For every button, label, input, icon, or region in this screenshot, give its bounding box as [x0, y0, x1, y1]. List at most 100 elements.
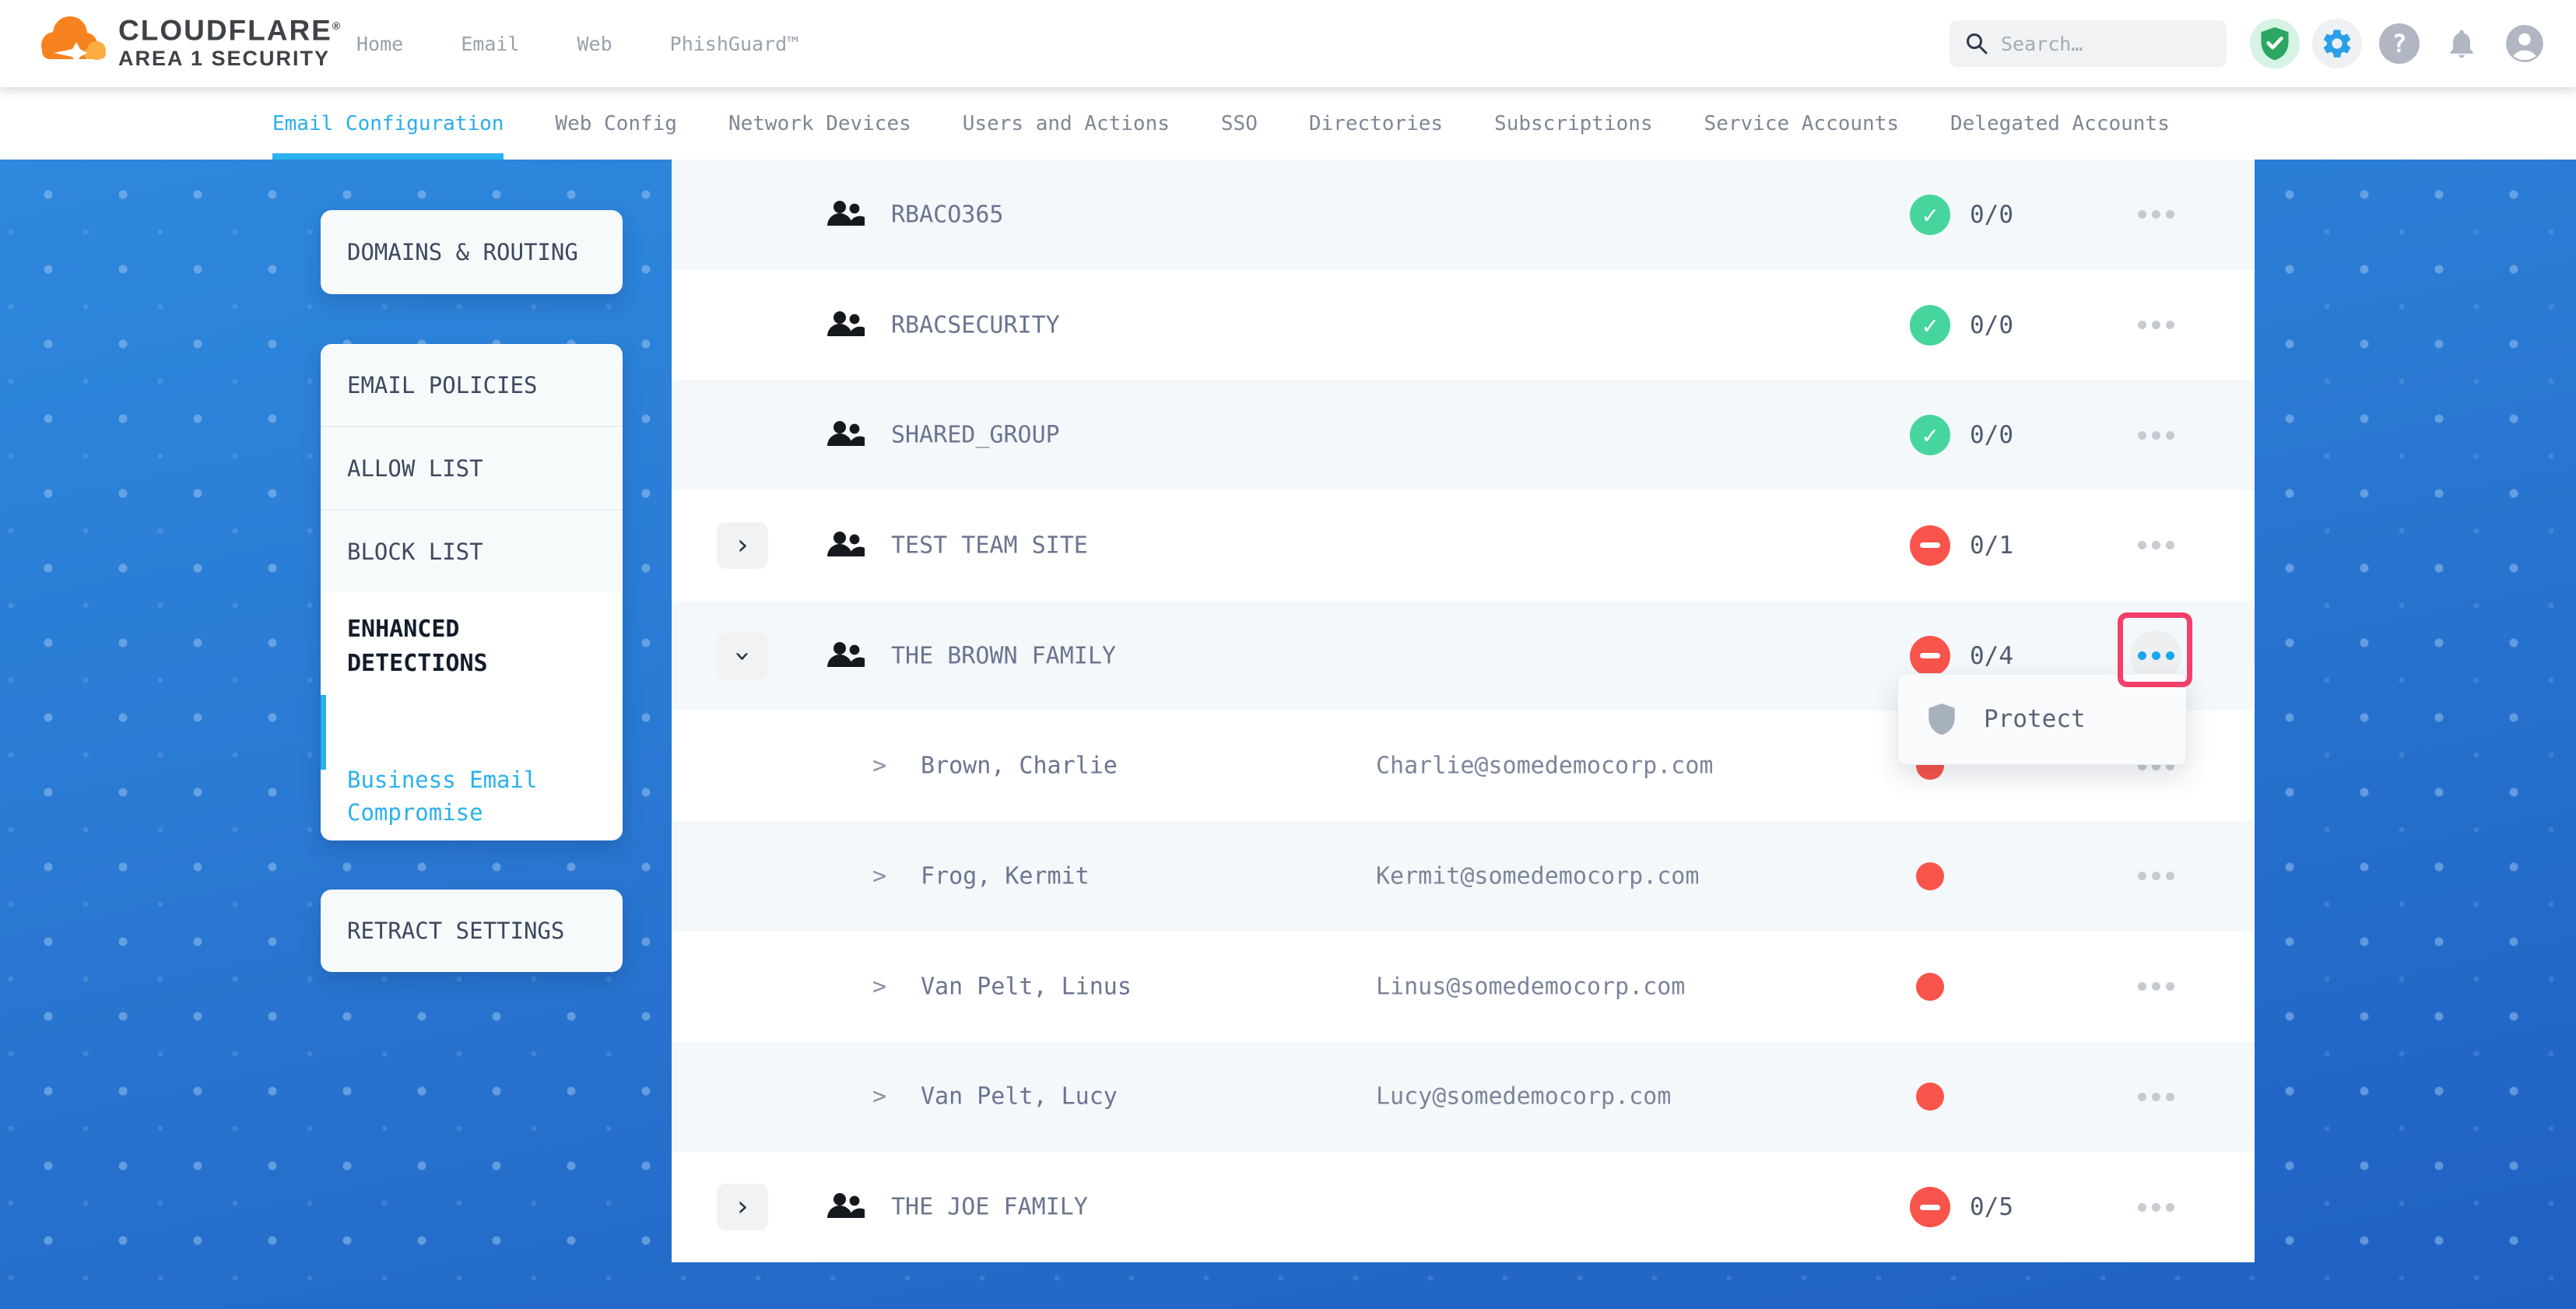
row-menu-button[interactable]: [2130, 740, 2181, 791]
member-chevron-icon[interactable]: >: [872, 752, 887, 780]
shield-check-icon[interactable]: [2250, 19, 2300, 68]
question-glyph: ?: [2392, 29, 2407, 58]
table-row: > Van Pelt, Linus Linus@somedemocorp.com: [672, 931, 2255, 1042]
row-menu-button[interactable]: [2130, 1181, 2181, 1233]
settings-gear-icon[interactable]: [2312, 19, 2362, 68]
member-chevron-icon[interactable]: >: [872, 973, 887, 1001]
collapse-button[interactable]: ›: [717, 632, 768, 679]
status-check-icon: ✓: [1910, 194, 1950, 235]
logo-subtitle: AREA 1 SECURITY: [118, 47, 331, 71]
registered-mark: ®: [332, 19, 342, 32]
tab-directories[interactable]: Directories: [1308, 111, 1444, 135]
status-minus-icon: [1910, 1187, 1950, 1228]
logo-text: CLOUDFLARE® AREA 1 SECURITY: [118, 10, 342, 71]
tab-service-accounts[interactable]: Service Accounts: [1704, 111, 1899, 135]
row-menu-button[interactable]: [2130, 520, 2181, 571]
protected-count: 0/4: [1970, 641, 2013, 670]
member-name[interactable]: Brown, Charlie: [921, 752, 1118, 780]
tab-delegated-accounts[interactable]: Delegated Accounts: [1950, 111, 2170, 135]
sidebar-item-domains-routing[interactable]: DOMAINS & ROUTING: [347, 239, 578, 265]
status-dot: [1916, 972, 1944, 1001]
sidebar-item-allow-list[interactable]: ALLOW LIST: [347, 454, 483, 482]
member-chevron-icon[interactable]: >: [872, 862, 887, 890]
table-row: › THE JOE FAMILY 0/5: [672, 1152, 2255, 1262]
tab-sso[interactable]: SSO: [1220, 111, 1258, 135]
chevron-down-icon: ›: [727, 647, 759, 665]
group-name[interactable]: RBACO365: [891, 201, 1004, 229]
notifications-bell-icon[interactable]: [2437, 19, 2487, 68]
cloudflare-logo[interactable]: CLOUDFLARE® AREA 1 SECURITY: [33, 8, 342, 73]
group-people-icon: [824, 1190, 868, 1224]
table-row: RBACSECURITY ✓ 0/0: [672, 269, 2255, 381]
sidebar-card-domains-routing: DOMAINS & ROUTING: [321, 210, 623, 294]
sidebar-item-retract-settings[interactable]: RETRACT SETTINGS: [347, 918, 565, 944]
business-email-compromise-label: Business Email Compromise: [347, 767, 538, 826]
row-menu-button[interactable]: [2130, 1071, 2181, 1122]
expand-button[interactable]: ›: [717, 1184, 768, 1231]
row-menu-button[interactable]: [2130, 851, 2181, 902]
help-icon[interactable]: ?: [2374, 19, 2424, 68]
sidebar-card-retract-settings: RETRACT SETTINGS: [321, 890, 623, 972]
chevron-right-icon: ›: [734, 528, 751, 561]
group-name[interactable]: THE BROWN FAMILY: [891, 642, 1116, 670]
group-name[interactable]: TEST TEAM SITE: [891, 532, 1088, 560]
sidebar-card-email-policies: EMAIL POLICIES ALLOW LIST BLOCK LIST ENH…: [321, 344, 623, 840]
group-name[interactable]: RBACSECURITY: [891, 311, 1060, 339]
group-name[interactable]: SHARED_GROUP: [891, 421, 1060, 449]
nav-web[interactable]: Web: [577, 32, 612, 55]
section-tabs: Email Configuration Web Config Network D…: [0, 87, 2576, 160]
member-email: Charlie@somedemocorp.com: [1376, 752, 1714, 780]
tab-subscriptions[interactable]: Subscriptions: [1494, 111, 1653, 135]
status-check-icon: ✓: [1910, 304, 1950, 346]
account-icon[interactable]: [2500, 19, 2550, 68]
menu-item-protect[interactable]: Protect: [1984, 705, 2086, 733]
table-row: SHARED_GROUP ✓ 0/0: [672, 380, 2255, 491]
row-menu-button[interactable]: [2130, 300, 2181, 351]
group-people-icon: [824, 528, 868, 563]
search-box[interactable]: [1950, 20, 2227, 67]
table-row: › TEST TEAM SITE 0/1: [672, 490, 2255, 601]
row-menu-button[interactable]: [2130, 409, 2181, 461]
cloudflare-cloud-icon: [41, 16, 106, 64]
table-row: > Frog, Kermit Kermit@somedemocorp.com: [672, 821, 2255, 932]
tab-web-config[interactable]: Web Config: [555, 111, 677, 135]
groups-table: RBACO365 ✓ 0/0 RBACSECURITY ✓ 0/0 SHARED…: [672, 160, 2255, 1262]
row-context-menu: Protect: [1897, 673, 2187, 765]
row-menu-button[interactable]: [2130, 189, 2181, 240]
group-people-icon: [824, 198, 868, 232]
chevron-right-icon: ›: [734, 1191, 751, 1223]
member-name[interactable]: Van Pelt, Lucy: [921, 1083, 1118, 1111]
nav-email[interactable]: Email: [461, 32, 520, 55]
status-minus-icon: [1910, 525, 1950, 566]
group-people-icon: [824, 418, 868, 452]
protected-count: 0/0: [1970, 200, 2013, 229]
member-email: Linus@somedemocorp.com: [1376, 973, 1686, 1001]
group-people-icon: [824, 308, 868, 342]
divider: [321, 509, 623, 511]
nav-home[interactable]: Home: [356, 32, 404, 55]
row-menu-button-active[interactable]: [2130, 630, 2181, 682]
enhanced-detections-title[interactable]: ENHANCED DETECTIONS: [347, 616, 488, 677]
status-dot: [1916, 862, 1944, 890]
table-row: RBACO365 ✓ 0/0: [672, 160, 2255, 270]
expand-button[interactable]: ›: [717, 521, 768, 569]
sidebar-item-email-policies[interactable]: EMAIL POLICIES: [347, 371, 538, 398]
row-menu-button[interactable]: [2130, 961, 2181, 1012]
divider: [321, 426, 623, 427]
protected-count: 0/0: [1970, 311, 2013, 339]
shield-icon: [1928, 704, 1955, 735]
group-name[interactable]: THE JOE FAMILY: [891, 1193, 1088, 1221]
search-icon: [1967, 33, 1988, 54]
tab-network-devices[interactable]: Network Devices: [728, 111, 911, 135]
status-minus-icon: [1910, 635, 1950, 676]
nav-phishguard[interactable]: PhishGuard™: [669, 32, 799, 55]
search-input[interactable]: [2001, 32, 2195, 55]
member-chevron-icon[interactable]: >: [872, 1083, 887, 1111]
member-name[interactable]: Frog, Kermit: [921, 862, 1090, 890]
top-nav: Home Email Web PhishGuard™: [356, 0, 798, 87]
sidebar-item-business-email-compromise[interactable]: Business Email Compromise: [321, 695, 623, 829]
tab-users-and-actions[interactable]: Users and Actions: [962, 111, 1170, 135]
tab-email-configuration[interactable]: Email Configuration: [272, 87, 504, 160]
sidebar-item-block-list[interactable]: BLOCK LIST: [347, 538, 483, 565]
member-name[interactable]: Van Pelt, Linus: [921, 973, 1132, 1001]
